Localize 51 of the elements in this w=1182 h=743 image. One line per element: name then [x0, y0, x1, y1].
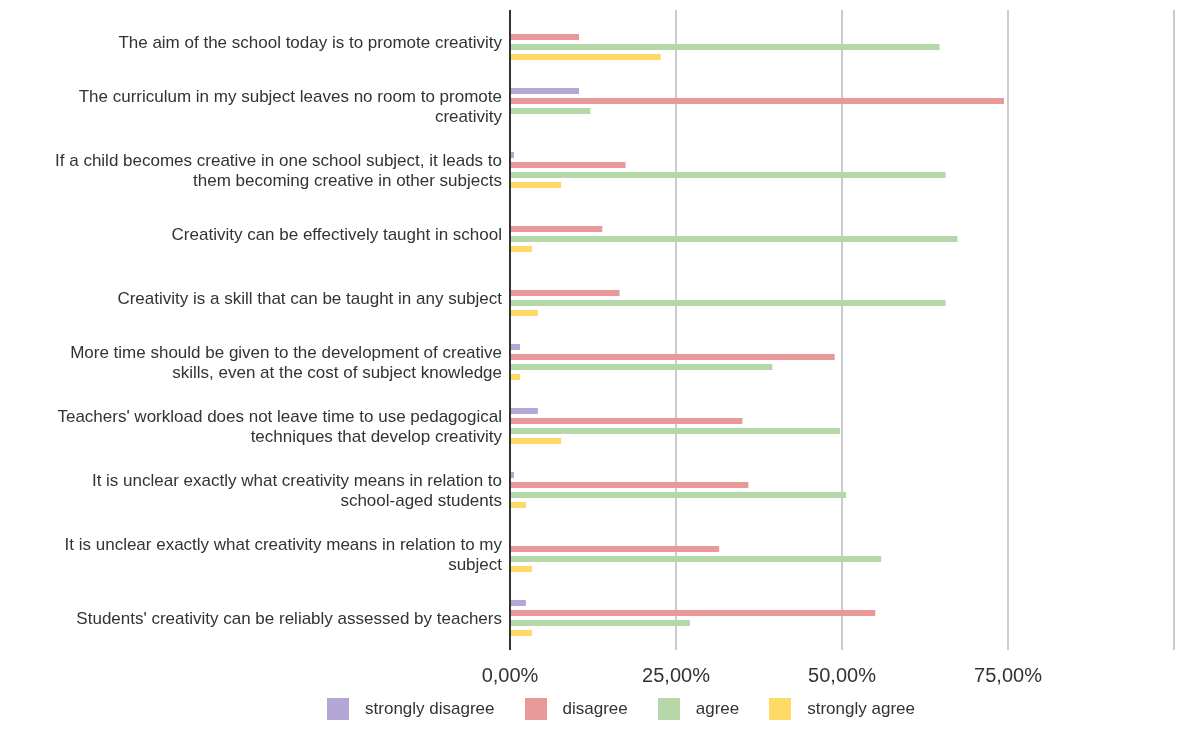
x-tick-label: 50,00% — [808, 664, 877, 687]
bar — [510, 310, 538, 316]
bar — [510, 502, 526, 508]
bar — [510, 408, 538, 414]
legend-label: agree — [694, 698, 740, 720]
y-tick-label: Creativity can be effectively taught in school — [171, 224, 502, 244]
bar — [510, 566, 532, 572]
bar — [510, 482, 749, 488]
bar — [510, 300, 946, 306]
bar — [510, 44, 940, 50]
bar — [510, 108, 591, 114]
bar — [510, 34, 580, 40]
x-tick-label: 25,00% — [642, 664, 711, 687]
y-tick-label: The curriculum in my subject leaves no room to promote creativity — [78, 86, 503, 126]
bar — [510, 374, 520, 380]
bar — [510, 290, 620, 296]
bar — [510, 54, 661, 60]
bar — [510, 428, 841, 434]
y-tick-label: It is unclear exactly what creativity means in relation to school-aged students — [91, 470, 502, 510]
bar — [510, 226, 603, 232]
x-tick-label: 75,00% — [974, 664, 1043, 687]
bar — [510, 98, 1005, 104]
bar — [510, 418, 743, 424]
legend-label: disagree — [561, 698, 628, 720]
y-tick-label: More time should be given to the development of creative skills, even at the cost of subject knowledge — [70, 342, 502, 382]
bar — [510, 556, 882, 562]
bar — [510, 354, 835, 360]
y-tick-label: Students' creativity can be reliably assessed by teachers — [76, 608, 502, 628]
bar — [510, 492, 846, 498]
bar — [510, 630, 532, 636]
bar — [510, 344, 520, 350]
y-tick-label: It is unclear exactly what creativity means in relation to my subject — [64, 534, 503, 574]
bar — [510, 236, 958, 242]
bar — [510, 246, 532, 252]
y-tick-label: Creativity is a skill that can be taught in any subject — [117, 288, 503, 308]
bar — [510, 364, 773, 370]
bar — [510, 172, 946, 178]
y-tick-label: If a child becomes creative in one school subject, it leads to them becoming creative in other subjects — [55, 150, 502, 190]
legend-label: strongly disagree — [364, 698, 495, 720]
x-tick-label: 0,00% — [481, 664, 539, 687]
bar — [510, 88, 580, 94]
bar — [510, 162, 626, 168]
bar — [510, 546, 720, 552]
bar — [510, 182, 562, 188]
bar — [510, 610, 876, 616]
bar — [510, 620, 690, 626]
y-tick-label: The aim of the school today is to promote creativity — [118, 32, 503, 52]
y-tick-label: Teachers' workload does not leave time to use pedagogical techniques that develop creativity — [57, 406, 503, 446]
bar — [510, 600, 526, 606]
bar — [510, 438, 562, 444]
legend-label: strongly agree — [806, 698, 915, 720]
